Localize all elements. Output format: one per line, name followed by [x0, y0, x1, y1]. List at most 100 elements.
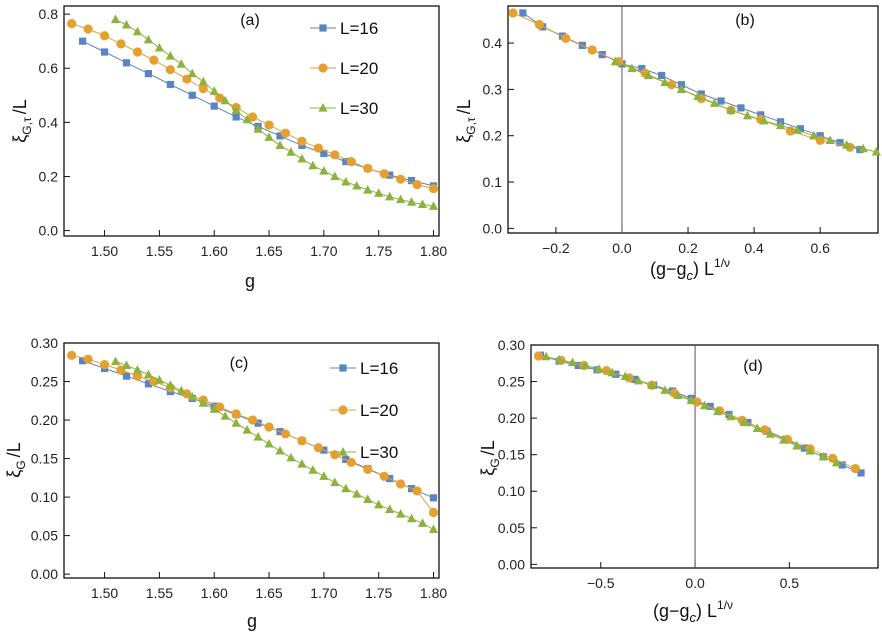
- panel-b-y-tick-label: 0.0: [483, 220, 503, 236]
- panel-a-data-point: [165, 64, 175, 75]
- panel-b-data-point: [638, 64, 646, 73]
- panel-c-data-point: [313, 443, 323, 453]
- legend-marker: [318, 63, 328, 73]
- panel-a-data-point: [320, 149, 328, 158]
- panel-b-x-axis-label-sub: c: [687, 268, 694, 283]
- panel-a-data-point: [319, 166, 329, 175]
- panel-d-data-point: [647, 380, 657, 389]
- panel-d-series-L16: [536, 351, 865, 477]
- panel-a-data-point: [280, 128, 291, 138]
- panel-d-y-tick-label: 0.05: [498, 520, 525, 536]
- panel-c-data-point: [428, 524, 439, 534]
- panel-c-data-point: [254, 419, 262, 427]
- panel-b-data-point: [858, 143, 868, 153]
- panel-a-data-point: [176, 59, 186, 68]
- panel-d-data-point: [838, 461, 846, 469]
- panel-b-data-point: [856, 146, 864, 154]
- panel-c-label: (c): [230, 355, 249, 372]
- panel-a-data-point: [209, 86, 219, 95]
- panel-c-data-point: [297, 458, 307, 468]
- panel-a-y-axis-label-sub: G,τ: [20, 117, 34, 135]
- legend-label: L=16: [340, 19, 378, 38]
- panel-d-data-point: [831, 457, 842, 467]
- panel-c-x-tick-label: 1.60: [201, 585, 228, 601]
- panel-a-data-point: [297, 153, 307, 163]
- panel-d-data-point: [541, 351, 551, 361]
- panel-d-label: (d): [743, 358, 763, 375]
- panel-a-x-tick-label: 1.50: [91, 243, 118, 259]
- panel-a-data-point: [110, 14, 121, 24]
- panel-a-data-point: [121, 19, 132, 29]
- panel-d-y-tick-label: 0.10: [498, 483, 525, 499]
- panel-a-data-point: [428, 184, 439, 194]
- panel-a-data-point: [116, 39, 126, 49]
- panel-d-data-point: [726, 411, 736, 421]
- panel-d-y-tick-label: 0.15: [498, 447, 525, 463]
- panel-c-data-point: [209, 404, 219, 413]
- panel-b-x-tick-label: 0.0: [612, 240, 632, 256]
- panel-b-y-tick-label: 0.2: [483, 128, 503, 144]
- panel-d-x-tick-label: 0.5: [780, 575, 800, 591]
- panel-b-data-point: [561, 33, 571, 44]
- panel-a-label: (a): [240, 12, 260, 29]
- panel-d-data-point: [601, 365, 612, 376]
- panel-d-y-tick-label: 0.00: [498, 556, 525, 572]
- panel-b-plot-area: −0.2 0.0 0.2 0.4 0.6 0.0 0.1 0.2 0.3 0.4: [483, 6, 881, 256]
- panel-b-data-point: [796, 125, 804, 133]
- panel-a-data-point: [166, 80, 174, 89]
- panel-d-x-axis-label-mid: ) L: [696, 601, 717, 621]
- legend-marker: [338, 405, 348, 415]
- panel-b-x-tick-label: 0.4: [744, 240, 764, 256]
- panel-a-data-point: [188, 91, 196, 99]
- panel-c-data-point: [429, 494, 438, 502]
- panel-d-x-tick-label: −0.5: [587, 575, 615, 591]
- panel-a-x-tick-label: 1.55: [146, 243, 173, 259]
- panel-d-x-axis-label-sup: 1/ν: [717, 598, 733, 612]
- panel-a-data-point: [330, 171, 340, 181]
- panel-c-data-point: [247, 415, 258, 425]
- panel-d-series-L30: [541, 351, 842, 467]
- panel-a-data-point: [276, 132, 284, 140]
- panel-c-y-axis-label-main: ξ: [4, 470, 24, 478]
- panel-a-data-point: [215, 93, 225, 103]
- panel-d-y-axis-label: ξG/L: [478, 440, 502, 475]
- panel-c-data-point: [396, 509, 406, 518]
- panel-b-y-axis-label: ξG,τ/L: [454, 99, 478, 143]
- panel-c-data-point: [176, 385, 186, 395]
- legend-marker: [338, 447, 348, 456]
- panel-a-y-axis-label-main: ξ: [10, 135, 30, 143]
- panel-b-x-tick-label: −0.2: [542, 240, 570, 256]
- panel-d-data-point: [765, 429, 776, 438]
- panel-c-y-tick-label: 0.05: [31, 528, 58, 544]
- panel-c-y-axis-label-tail: /L: [4, 442, 24, 457]
- panel-a-data-point: [232, 113, 240, 121]
- panel-c-data-point: [412, 486, 422, 496]
- panel-a-data-point: [396, 194, 406, 204]
- panel-b-data-point: [587, 45, 597, 55]
- panel-b-x-axis-label: (g−gc) L1/ν: [650, 256, 730, 283]
- panel-a-data-point: [297, 136, 307, 146]
- panel-a-data-point: [313, 143, 323, 153]
- panel-c-x-tick-label: 1.50: [91, 585, 118, 601]
- panel-d-data-point: [800, 444, 809, 452]
- panel-b-label: (b): [735, 12, 755, 29]
- panel-c-data-point: [341, 483, 351, 493]
- panel-a-y-axis-label-tail: /L: [10, 99, 30, 114]
- panel-a-data-point: [220, 95, 230, 105]
- panel-c-data-point: [363, 464, 373, 474]
- panel-b-series-L30: [610, 56, 881, 156]
- panel-d-series-line: [540, 354, 862, 474]
- panel-a-data-point: [144, 70, 153, 78]
- panel-c-x-tick-label: 1.80: [420, 585, 447, 601]
- panel-c-y-tick-label: 0.10: [31, 489, 58, 505]
- panel-c-y-tick-label: 0.20: [31, 412, 58, 428]
- panel-c-data-point: [286, 452, 296, 462]
- panel-a-data-point: [132, 26, 143, 36]
- panel-c-data-point: [110, 356, 121, 366]
- panel-a-data-point: [341, 176, 351, 186]
- panel-c-data-point: [187, 391, 197, 401]
- panel-a-data-point: [99, 31, 110, 41]
- panel-b-y-axis-label-main: ξ: [454, 135, 474, 143]
- panel-c-y-axis-label: ξG/L: [4, 442, 28, 477]
- panel-a-data-point: [132, 47, 143, 57]
